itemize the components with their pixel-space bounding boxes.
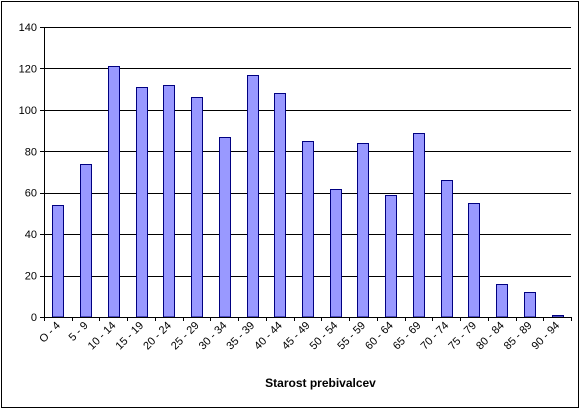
bar: [468, 203, 480, 318]
x-tick-label: O - 4: [37, 320, 63, 346]
y-tick-label: 140: [19, 22, 37, 34]
x-tick-label: 25 - 29: [169, 320, 202, 353]
y-tick-label: 80: [25, 146, 37, 158]
x-tick-label: 10 - 14: [86, 320, 119, 353]
y-tick-label: 60: [25, 188, 37, 200]
bar: [330, 189, 342, 318]
bar: [191, 97, 203, 318]
bar: [108, 66, 120, 318]
x-tick-label: 75 - 79: [446, 320, 479, 353]
bar: [385, 195, 397, 318]
x-tick-label: 55 - 59: [335, 320, 368, 353]
x-tick-label: 45 - 49: [280, 320, 313, 353]
bar: [136, 87, 148, 318]
x-tick-label: 65 - 69: [391, 320, 424, 353]
bar: [413, 133, 425, 318]
y-tick-label: 20: [25, 271, 37, 283]
x-tick-label: 30 - 34: [197, 320, 230, 353]
x-tick-label: 85 - 89: [502, 320, 535, 353]
bar: [219, 137, 231, 318]
x-tick-label: 70 - 74: [419, 320, 452, 353]
bar: [441, 180, 453, 318]
bar: [524, 292, 536, 318]
bar: [80, 164, 92, 318]
bar: [552, 315, 564, 318]
x-tick-label: 90 - 94: [530, 320, 563, 353]
y-tick-label: 100: [19, 105, 37, 117]
x-tick-label: 80 - 84: [474, 320, 507, 353]
bar: [163, 85, 175, 318]
bar: [52, 205, 64, 318]
x-axis-title: Starost prebivalcev: [265, 376, 376, 390]
bar: [357, 143, 369, 318]
x-tick-label: 35 - 39: [224, 320, 257, 353]
y-tick-label: 0: [31, 312, 37, 324]
x-tick-label: 15 - 19: [113, 320, 146, 353]
bar: [302, 141, 314, 318]
x-tick-label: 20 - 24: [141, 320, 174, 353]
x-tick-label: 60 - 64: [363, 320, 396, 353]
y-tick-label: 120: [19, 63, 37, 75]
x-tick-label: 40 - 44: [252, 320, 285, 353]
x-tick-label: 50 - 54: [308, 320, 341, 353]
bar: [247, 75, 259, 318]
bar: [274, 93, 286, 318]
y-tick-label: 40: [25, 229, 37, 241]
axes: [40, 27, 572, 321]
x-tick-label: 5 - 9: [67, 320, 91, 344]
bar: [496, 284, 508, 318]
bars: [52, 66, 564, 318]
y-tick-labels: 0 20 40 60 80 100 120 140: [19, 22, 37, 324]
